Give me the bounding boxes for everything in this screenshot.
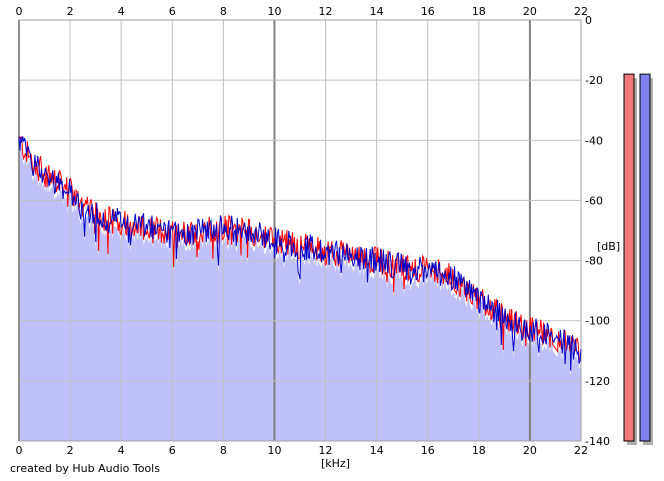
- x-tick-label-bottom: 14: [370, 444, 384, 457]
- x-tick-label-top: 20: [523, 5, 537, 18]
- x-tick-label-top: 6: [169, 5, 176, 18]
- x-tick-label-bottom: 2: [67, 444, 74, 457]
- plot-border: [18, 19, 582, 442]
- y-tick-label: -60: [585, 194, 603, 207]
- y-tick-label: -40: [585, 134, 603, 147]
- y-tick-label: -140: [585, 435, 610, 448]
- spectrum-lines: [18, 135, 582, 371]
- x-axis-top: 0 2 4 6 8 10 12 14 16 18 20 22: [16, 5, 589, 18]
- x-tick-label-top: 22: [574, 5, 588, 18]
- y-axis: 0 -20 -40 -60 -80 -100 -120 -140: [585, 14, 610, 448]
- x-tick-label-top: 0: [16, 5, 23, 18]
- x-axis-bottom: 0 2 4 6 8 10 12 14 16 18 20 22: [16, 444, 589, 457]
- x-tick-label-bottom: 8: [220, 444, 227, 457]
- x-tick-label-bottom: 16: [421, 444, 435, 457]
- y-tick-label: -100: [585, 315, 610, 328]
- credit-text: created by Hub Audio Tools: [10, 462, 160, 475]
- x-tick-label-bottom: 10: [267, 444, 281, 457]
- y-tick-label: -20: [585, 74, 603, 87]
- level-meters: [623, 73, 653, 445]
- x-axis-label: [kHz]: [321, 457, 350, 470]
- spectrum-area: [19, 142, 581, 441]
- x-tick-label-top: 4: [118, 5, 125, 18]
- grid: [18, 19, 582, 442]
- x-tick-label-top: 18: [472, 5, 486, 18]
- x-tick-label-bottom: 6: [169, 444, 176, 457]
- y-tick-label: 0: [585, 14, 592, 27]
- x-tick-label-top: 8: [220, 5, 227, 18]
- y-tick-label: -80: [585, 255, 603, 268]
- x-tick-label-bottom: 0: [16, 444, 23, 457]
- x-tick-label-bottom: 18: [472, 444, 486, 457]
- x-tick-label-top: 10: [267, 5, 281, 18]
- level-meter-l: [623, 73, 635, 442]
- x-tick-label-top: 2: [67, 5, 74, 18]
- x-tick-label-bottom: 22: [574, 444, 588, 457]
- x-tick-label-top: 16: [421, 5, 435, 18]
- x-tick-label-bottom: 20: [523, 444, 537, 457]
- x-tick-label-top: 14: [370, 5, 384, 18]
- level-meter-r: [639, 73, 651, 442]
- x-tick-label-top: 12: [319, 5, 333, 18]
- x-tick-label-bottom: 4: [118, 444, 125, 457]
- spectrum-fill: [19, 142, 581, 441]
- y-tick-label: -120: [585, 375, 610, 388]
- right-channel-line: [18, 136, 582, 371]
- y-axis-label: [dB]: [597, 240, 620, 253]
- x-tick-label-bottom: 12: [319, 444, 333, 457]
